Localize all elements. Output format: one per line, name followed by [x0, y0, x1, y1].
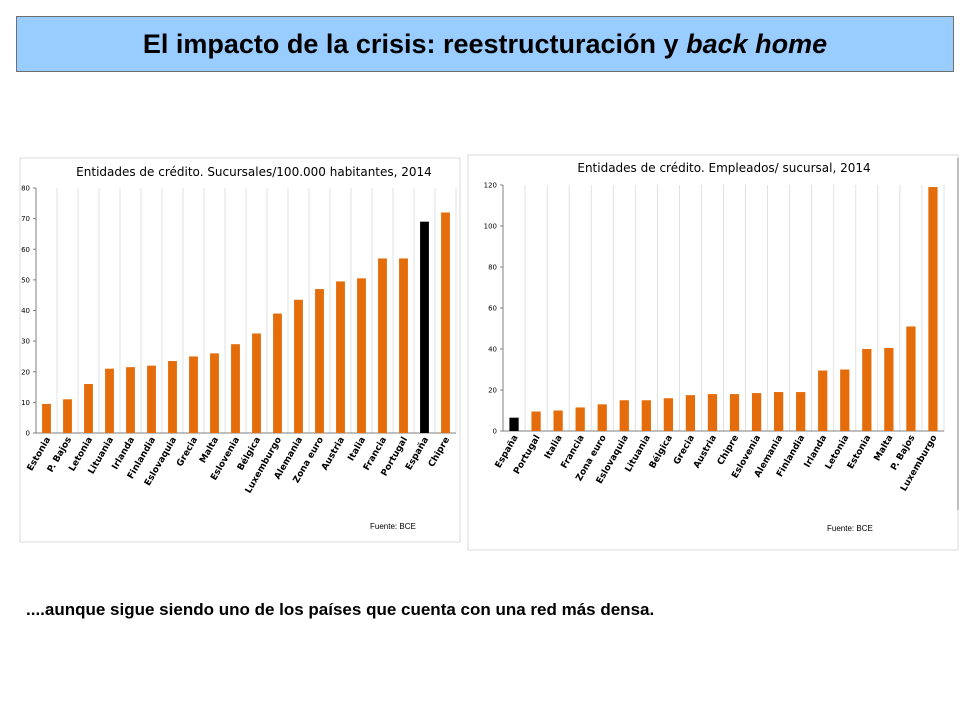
slide-title-italic: back home — [686, 28, 828, 59]
empleados-bar-portugal — [531, 411, 541, 431]
chart-empleados-source: Fuente: BCE — [827, 524, 873, 533]
chart-sucursales-grid — [35, 188, 457, 433]
empleados-bar-estonia — [862, 349, 872, 431]
chart-sucursales-title: Entidades de crédito. Sucursales/100.000… — [76, 165, 432, 179]
empleados-bar-lituania — [641, 400, 651, 431]
sucursales-bar-b-lgica — [252, 333, 261, 433]
empleados-bar-letonia — [840, 369, 850, 431]
slide-title-main: El impacto de la crisis: reestructuració… — [142, 28, 687, 59]
sucursales-bar-eslovenia — [231, 344, 240, 433]
sucursales-bar-finlandia — [147, 365, 156, 433]
empleados-bar-francia — [575, 407, 585, 431]
slide-title: El impacto de la crisis: reestructuració… — [143, 29, 827, 60]
sucursales-y-tick-label: 10 — [21, 399, 30, 407]
sucursales-bar-lituania — [105, 368, 114, 433]
sucursales-bar-austria — [336, 281, 345, 433]
empleados-bar-eslovenia — [751, 393, 762, 431]
empleados-y-tick-label: 80 — [488, 264, 497, 272]
chart-empleados: Entidades de crédito. Empleados/ sucursa… — [467, 154, 959, 551]
sucursales-bar-estonia — [42, 403, 51, 433]
empleados-y-tick-label: 60 — [488, 305, 497, 313]
sucursales-y-tick-label: 40 — [21, 307, 30, 315]
sucursales-bar-francia — [378, 258, 387, 433]
sucursales-y-tick-label: 60 — [21, 246, 30, 254]
empleados-bar-eslovaquia — [619, 400, 629, 431]
empleados-bar-austria — [707, 394, 718, 431]
empleados-bar-zona-euro — [597, 404, 607, 431]
empleados-bar-italia — [553, 410, 563, 431]
empleados-bar-finlandia — [796, 392, 806, 431]
chart-empleados-bars — [509, 187, 938, 431]
slide-caption: ....aunque sigue siendo uno de los paíse… — [26, 600, 655, 619]
sucursales-y-tick-label: 80 — [21, 185, 30, 193]
empleados-bar-malta — [884, 347, 894, 431]
empleados-y-tick-label: 120 — [484, 182, 497, 190]
sucursales-bar-chipre — [441, 212, 450, 433]
sucursales-bar-malta — [210, 353, 219, 433]
chart-empleados-title: Entidades de crédito. Empleados/ sucursa… — [577, 161, 870, 175]
chart-sucursales-frame — [19, 157, 461, 543]
sucursales-y-tick-label: 50 — [21, 276, 30, 284]
empleados-bar-chipre — [729, 394, 740, 431]
sucursales-y-tick-label: 30 — [21, 338, 30, 346]
sucursales-bar-espa-a — [420, 221, 429, 433]
chart-sucursales: Entidades de crédito. Sucursales/100.000… — [19, 157, 461, 543]
sucursales-bar-letonia — [84, 384, 93, 433]
empleados-bar-irlanda — [818, 370, 828, 431]
sucursales-y-tick-label: 0 — [26, 430, 30, 438]
empleados-bar-b-lgica — [663, 398, 674, 431]
sucursales-bar-p-bajos — [63, 399, 72, 433]
chart-empleados-grid — [502, 185, 945, 431]
sucursales-bar-zona-euro — [315, 289, 324, 433]
sucursales-bar-eslovaquia — [168, 361, 177, 433]
empleados-bar-luxemburgo — [928, 187, 938, 431]
chart-sucursales-source: Fuente: BCE — [370, 522, 416, 531]
empleados-y-tick-label: 0 — [493, 428, 497, 436]
empleados-bar-alemania — [773, 392, 784, 431]
sucursales-bar-italia — [357, 278, 366, 433]
sucursales-y-tick-label: 20 — [21, 368, 30, 376]
sucursales-bar-irlanda — [126, 367, 135, 433]
sucursales-y-tick-label: 70 — [21, 215, 30, 223]
empleados-y-tick-label: 40 — [488, 346, 497, 354]
sucursales-bar-luxemburgo — [273, 313, 282, 433]
empleados-y-tick-label: 20 — [488, 387, 497, 395]
empleados-bar-grecia — [685, 395, 696, 431]
empleados-y-tick-label: 100 — [484, 223, 497, 231]
sucursales-bar-alemania — [294, 299, 303, 433]
title-banner: El impacto de la crisis: reestructuració… — [16, 16, 954, 72]
empleados-bar-espa-a — [509, 417, 519, 431]
sucursales-bar-portugal — [399, 258, 408, 433]
chart-sucursales-bars — [42, 212, 450, 433]
empleados-bar-p-bajos — [906, 326, 916, 431]
sucursales-bar-grecia — [189, 356, 198, 433]
